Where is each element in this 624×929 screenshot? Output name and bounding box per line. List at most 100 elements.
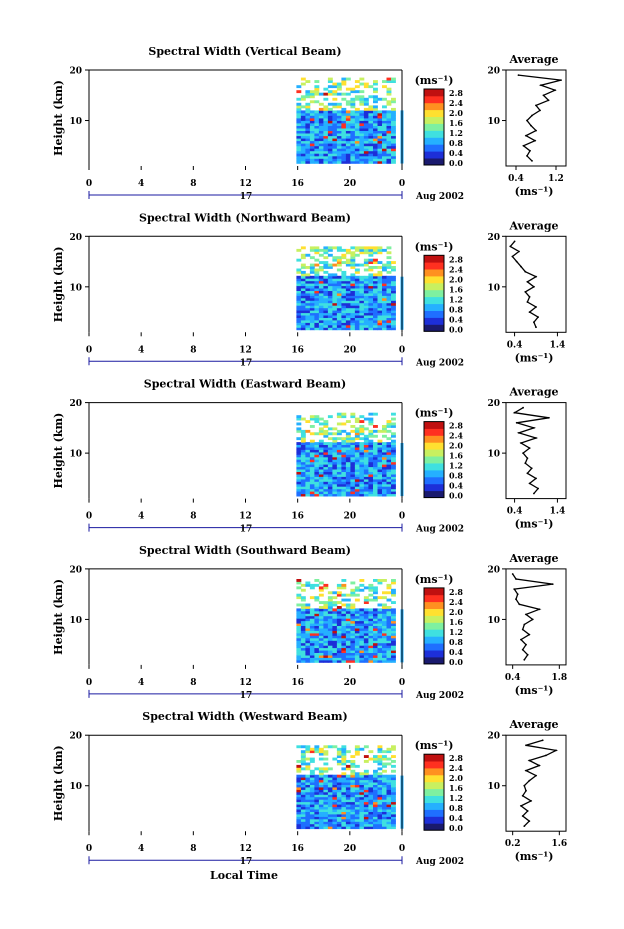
heatmap-cell: [323, 246, 329, 250]
heatmap-cell: [382, 283, 387, 287]
heatmap-cell: [345, 593, 351, 597]
heatmap-cell: [354, 434, 360, 438]
heatmap-cell: [309, 143, 315, 147]
colorbar-tick-label: 1.2: [449, 793, 463, 803]
heatmap-cell: [314, 652, 320, 656]
heatmap-cell: [296, 459, 302, 463]
heatmap-cell: [382, 469, 387, 472]
heatmap-cell: [314, 327, 320, 331]
heatmap-cell: [336, 130, 342, 134]
profile-x-tick-label: 0.4: [507, 340, 523, 350]
heatmap-cell: [359, 444, 365, 448]
heatmap-cell: [377, 300, 383, 304]
heatmap-cell: [314, 133, 320, 137]
heatmap-cell: [354, 635, 360, 639]
heatmap-cell: [354, 263, 360, 267]
heatmap-cell: [382, 449, 387, 453]
heatmap-cell: [373, 80, 378, 83]
profile-y-tick-label: 10: [487, 782, 500, 792]
heatmap-cell: [391, 747, 396, 751]
heatmap-cell: [386, 118, 392, 121]
heatmap-cell: [296, 449, 302, 453]
heatmap-cell: [363, 789, 369, 793]
heatmap-cell: [350, 140, 356, 144]
heatmap-cell: [300, 789, 306, 793]
heatmap-cell: [300, 120, 306, 124]
profile-point: [533, 321, 535, 324]
heatmap-cell: [373, 814, 378, 817]
heatmap-cell: [363, 427, 369, 431]
heatmap-cell: [323, 794, 329, 798]
heatmap-cell: [373, 630, 378, 634]
heatmap-cell: [363, 158, 369, 162]
heatmap-cell: [341, 158, 347, 162]
heatmap-cell: [323, 92, 329, 96]
profile-point: [528, 447, 531, 449]
heatmap-cell: [296, 85, 302, 89]
heatmap-cell: [341, 772, 347, 776]
heatmap-cell: [382, 628, 387, 631]
heatmap-cell: [341, 305, 347, 309]
heatmap-cell: [300, 491, 306, 495]
heatmap-cell: [391, 581, 396, 585]
heatmap-cell: [359, 285, 365, 289]
heatmap-cell: [354, 140, 360, 144]
heatmap-cell: [386, 429, 392, 433]
heatmap-cell: [309, 818, 315, 822]
heatmap-cell: [318, 787, 324, 790]
heatmap-cell: [373, 251, 378, 255]
heatmap-cell: [318, 145, 324, 149]
heatmap-cell: [377, 767, 383, 771]
profile-point: [528, 779, 531, 782]
heatmap-cell: [386, 115, 392, 119]
heatmap-cell: [309, 293, 315, 296]
heatmap-cell: [368, 422, 374, 426]
heatmap-cell: [373, 297, 378, 301]
heatmap-cell: [327, 652, 333, 656]
heatmap-cell: [296, 120, 302, 124]
heatmap-cell: [359, 295, 365, 299]
heatmap-cell: [305, 110, 311, 114]
heatmap-cell: [354, 130, 360, 134]
heatmap-cell: [296, 310, 302, 314]
heatmap-cell: [359, 491, 365, 495]
heatmap-cell: [354, 637, 360, 641]
heatmap-cell: [359, 143, 365, 147]
heatmap-cell: [323, 322, 329, 326]
heatmap-cell: [359, 640, 365, 644]
heatmap-cell: [368, 449, 374, 453]
heatmap-cell: [368, 586, 374, 590]
heatmap-cell: [363, 268, 369, 272]
heatmap-cell: [373, 628, 378, 631]
heatmap-cell: [332, 125, 338, 129]
heatmap-cell: [373, 647, 378, 651]
heatmap-cell: [323, 118, 329, 121]
heatmap-cell: [359, 471, 365, 475]
heatmap-cell: [368, 327, 374, 331]
heatmap-cell: [354, 588, 360, 592]
heatmap-cell: [373, 632, 378, 636]
heatmap-cell: [386, 320, 392, 323]
heatmap-cell: [318, 275, 324, 279]
heatmap-cell: [377, 826, 383, 830]
heatmap-cell: [363, 128, 369, 131]
heatmap-cell: [386, 591, 392, 595]
heatmap-cell: [332, 789, 338, 793]
heatmap-cell: [386, 158, 392, 162]
heatmap-cell: [386, 598, 392, 602]
heatmap-cell: [363, 464, 369, 468]
heatmap-cell: [318, 118, 324, 121]
heatmap-cell: [318, 615, 324, 619]
heatmap-cell: [382, 275, 387, 279]
heatmap-cell: [345, 290, 351, 294]
heatmap-cell: [354, 295, 360, 299]
heatmap-cell: [373, 652, 378, 656]
heatmap-cell: [336, 796, 342, 800]
heatmap-cell: [318, 417, 324, 421]
colorbar-segment: [424, 483, 444, 492]
colorbar-tick-label: 1.2: [449, 294, 463, 304]
heatmap-cell: [373, 459, 378, 463]
heatmap-cell: [345, 118, 351, 121]
heatmap-cell: [305, 630, 311, 634]
heatmap-cell: [377, 809, 383, 812]
